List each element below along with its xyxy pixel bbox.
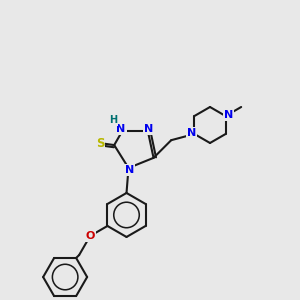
Text: N: N <box>187 128 196 138</box>
Text: N: N <box>224 110 233 120</box>
Text: O: O <box>85 231 95 241</box>
Text: N: N <box>116 124 126 134</box>
Text: N: N <box>144 124 154 134</box>
Text: N: N <box>125 165 134 175</box>
Text: S: S <box>96 136 104 150</box>
Text: H: H <box>109 116 117 125</box>
